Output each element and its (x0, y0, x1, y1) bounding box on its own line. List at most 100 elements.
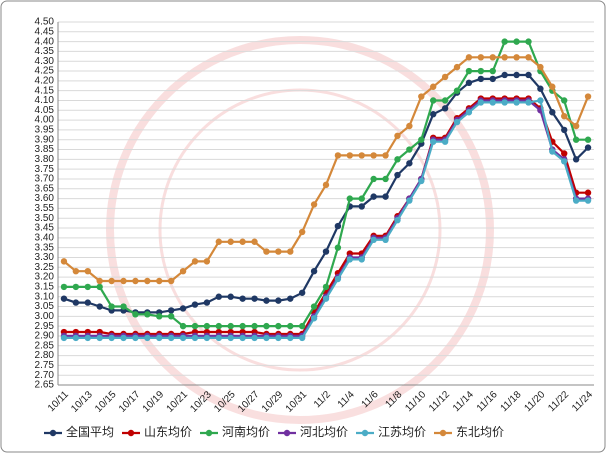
point (132, 311, 139, 318)
point (406, 160, 413, 167)
point (418, 93, 425, 100)
point (60, 258, 68, 265)
point (358, 152, 365, 159)
point (334, 152, 342, 159)
point (441, 105, 449, 112)
y-tick-label: 3.50 (35, 213, 55, 224)
point (84, 299, 91, 306)
point (108, 277, 115, 285)
point (144, 311, 151, 318)
point (298, 322, 306, 330)
point (334, 222, 342, 230)
point (406, 197, 413, 204)
point (96, 334, 103, 342)
point (465, 79, 473, 87)
legend-label: 东北均价 (456, 425, 504, 439)
point (513, 38, 520, 45)
legend-label: 山东均价 (144, 425, 192, 439)
y-tick-label: 4.00 (35, 115, 55, 126)
point (441, 97, 449, 104)
point (72, 334, 80, 342)
y-tick-label: 4.25 (35, 66, 55, 77)
y-tick-label: 3.60 (35, 193, 55, 204)
point (430, 111, 437, 118)
point (60, 283, 68, 291)
y-tick-label: 3.45 (35, 223, 55, 234)
point (310, 303, 318, 310)
point (251, 295, 258, 302)
watermark (106, 36, 494, 424)
point (96, 277, 103, 285)
y-tick-label: 3.25 (35, 262, 55, 273)
point (394, 216, 401, 224)
point (453, 118, 461, 126)
point (525, 99, 532, 106)
y-tick-label: 3.00 (35, 311, 55, 322)
legend-marker (127, 429, 135, 437)
y-tick-label: 2.75 (35, 360, 55, 371)
point (120, 277, 127, 285)
point (572, 156, 580, 163)
point (501, 38, 508, 45)
point (310, 315, 318, 322)
point (84, 334, 91, 342)
point (108, 303, 115, 310)
point (477, 54, 485, 61)
point (406, 122, 413, 130)
point (430, 97, 437, 104)
y-tick-label: 3.40 (35, 232, 55, 243)
point (60, 334, 68, 342)
y-tick-label: 2.70 (35, 370, 55, 381)
point (537, 85, 544, 92)
point (501, 71, 508, 79)
point (394, 132, 401, 140)
point (239, 322, 246, 330)
y-tick-label: 3.95 (35, 125, 55, 136)
point (298, 228, 306, 236)
point (489, 54, 496, 61)
point (572, 197, 580, 204)
point (251, 238, 258, 245)
point (203, 258, 211, 265)
point (394, 171, 401, 179)
point (346, 152, 354, 159)
point (227, 293, 234, 300)
point (239, 295, 246, 302)
point (263, 248, 270, 255)
point (239, 334, 246, 342)
point (382, 152, 389, 159)
point (275, 248, 282, 255)
point (561, 112, 568, 120)
point (132, 277, 139, 285)
point (227, 322, 234, 330)
point (430, 138, 437, 145)
point (191, 301, 199, 308)
point (370, 152, 377, 159)
point (287, 334, 294, 342)
point (549, 109, 556, 116)
point (370, 236, 377, 243)
point (501, 99, 508, 106)
legend-label: 河北均价 (300, 425, 348, 439)
y-tick-label: 4.30 (35, 56, 55, 67)
legend-marker (361, 429, 369, 437)
point (513, 99, 520, 106)
point (215, 238, 222, 245)
y-tick-label: 3.75 (35, 164, 55, 175)
point (584, 144, 592, 151)
y-tick-label: 3.10 (35, 291, 55, 302)
point (537, 97, 544, 104)
point (120, 303, 127, 310)
y-tick-label: 4.15 (35, 85, 55, 96)
point (465, 67, 473, 75)
point (167, 307, 175, 314)
point (561, 150, 568, 157)
point (156, 313, 163, 320)
point (322, 283, 330, 291)
point (489, 75, 496, 83)
y-tick-label: 4.50 (35, 17, 55, 28)
point (513, 54, 520, 61)
point (251, 334, 258, 342)
point (394, 156, 401, 163)
